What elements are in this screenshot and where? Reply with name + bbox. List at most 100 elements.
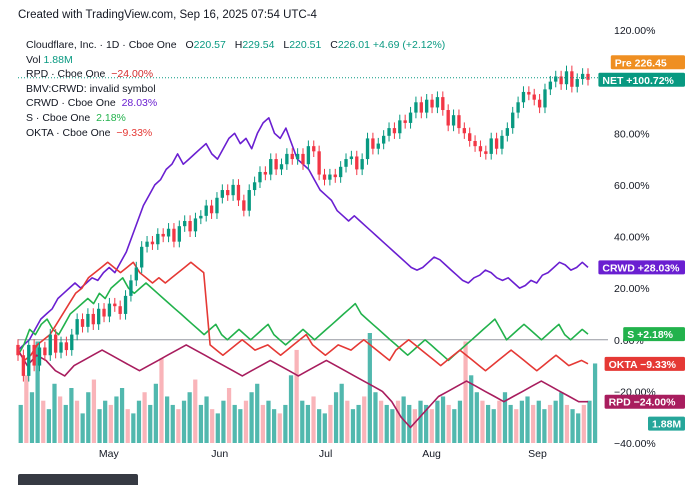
volume-bar bbox=[69, 388, 74, 443]
candle-body bbox=[80, 319, 85, 327]
volume-bar bbox=[204, 396, 209, 443]
volume-bar bbox=[322, 413, 327, 443]
candle-body bbox=[231, 184, 235, 196]
volume-bar bbox=[463, 341, 468, 443]
volume-bar bbox=[440, 396, 446, 443]
volume-bar bbox=[395, 400, 401, 443]
candle-body bbox=[489, 138, 493, 154]
chart-canvas[interactable]: 120.00%100.00%80.00%60.00%40.00%20.00%0.… bbox=[0, 0, 700, 470]
volume-bar bbox=[429, 409, 434, 443]
candle-body bbox=[220, 190, 225, 198]
candle-body bbox=[258, 171, 262, 183]
price-tag bbox=[604, 356, 685, 371]
candle-body bbox=[102, 308, 106, 317]
volume-bar bbox=[63, 404, 68, 443]
candle-body bbox=[381, 135, 386, 144]
price-tag bbox=[604, 394, 685, 409]
volume-bar bbox=[339, 383, 344, 443]
volume-bar bbox=[260, 404, 265, 443]
volume-bar bbox=[271, 409, 277, 443]
close-label: C bbox=[330, 39, 338, 51]
volume-bar bbox=[46, 409, 51, 443]
legend-label: RPD · Cboe One bbox=[26, 68, 106, 81]
candle-body bbox=[494, 138, 499, 149]
volume-bar bbox=[221, 400, 226, 443]
candle-body bbox=[473, 140, 477, 147]
legend-value: 28.03% bbox=[121, 97, 158, 110]
candle-body bbox=[236, 184, 241, 201]
candle-body bbox=[134, 267, 138, 281]
legend-row-s[interactable]: S · Cboe One 2.18% bbox=[26, 111, 445, 126]
price-tag-label: 1.88M bbox=[652, 419, 681, 431]
legend-row-invalid[interactable]: BMV:CRWD: invalid symbol bbox=[26, 82, 445, 97]
candle-body bbox=[484, 151, 488, 154]
volume-bar bbox=[35, 341, 40, 443]
price-tag-label: S +2.18% bbox=[627, 329, 673, 341]
candle-body bbox=[457, 115, 461, 129]
volume-bar bbox=[542, 409, 547, 443]
legend-row-okta[interactable]: OKTA · Cboe One −9.33% bbox=[26, 126, 445, 141]
volume-bar bbox=[412, 409, 418, 443]
candle-body bbox=[64, 342, 69, 351]
candle-body bbox=[516, 102, 520, 113]
volume-bar bbox=[294, 349, 299, 443]
price-tag-label: CRWD +28.03% bbox=[602, 262, 680, 274]
volume-bar bbox=[525, 396, 530, 443]
change-value: +4.69 (+2.12%) bbox=[372, 39, 446, 51]
low-label: L bbox=[283, 39, 290, 51]
volume-bar bbox=[255, 383, 260, 443]
legend-row-crwd[interactable]: CRWD · Cboe One 28.03% bbox=[26, 96, 445, 111]
x-tick-label: Jun bbox=[211, 448, 228, 460]
candle-body bbox=[199, 215, 203, 219]
candle-body bbox=[166, 228, 171, 237]
candle-body bbox=[86, 313, 90, 327]
candle-body bbox=[107, 303, 112, 317]
candle-body bbox=[365, 138, 370, 160]
volume-bar bbox=[345, 400, 350, 443]
legend-value: 2.18% bbox=[96, 111, 126, 124]
volume-bar bbox=[570, 409, 575, 443]
candle-body bbox=[430, 99, 434, 108]
candle-body bbox=[161, 233, 165, 237]
volume-bar bbox=[592, 363, 598, 443]
candle-body bbox=[527, 91, 531, 95]
tradingview-logo bbox=[18, 474, 148, 485]
volume-bar bbox=[480, 400, 485, 443]
y-tick-label: −40.00% bbox=[614, 438, 656, 450]
volume-bar bbox=[317, 409, 322, 443]
legend-value: −9.33% bbox=[116, 126, 153, 139]
volume-bar bbox=[74, 400, 80, 443]
legend-main-row[interactable]: Cloudflare, Inc. · 1D · Cboe One O220.57… bbox=[26, 38, 445, 53]
candle-body bbox=[505, 128, 510, 136]
volume-bar bbox=[300, 400, 305, 443]
volume-bar bbox=[283, 404, 288, 443]
legend-row-rpd[interactable]: RPD · Cboe One −24.00% bbox=[26, 67, 445, 82]
volume-bar bbox=[181, 400, 187, 443]
volume-bar bbox=[153, 383, 158, 443]
y-tick-label: 60.00% bbox=[614, 180, 650, 192]
legend-value: −24.00% bbox=[111, 68, 154, 81]
candle-body bbox=[91, 313, 95, 325]
volume-bar bbox=[91, 379, 97, 443]
volume-bar bbox=[266, 400, 271, 443]
volume-bar bbox=[435, 400, 440, 443]
volume-bar bbox=[41, 400, 46, 443]
candle-body bbox=[156, 233, 160, 245]
volume-bar bbox=[193, 379, 198, 443]
candle-body bbox=[376, 143, 380, 149]
candle-body bbox=[295, 153, 300, 160]
close-value: 226.01 bbox=[337, 39, 370, 51]
price-tag bbox=[598, 260, 685, 275]
candle-body bbox=[32, 344, 36, 366]
volume-bar bbox=[136, 400, 142, 443]
volume-bar bbox=[226, 388, 232, 443]
volume-bar bbox=[485, 404, 491, 443]
volume-bar bbox=[24, 375, 29, 443]
candle-body bbox=[500, 135, 504, 149]
volume-bar bbox=[384, 404, 389, 443]
candle-body bbox=[123, 295, 128, 314]
volume-bar bbox=[536, 400, 541, 443]
legend-volume-row[interactable]: Vol 1.88M bbox=[26, 53, 445, 68]
x-tick-label: May bbox=[99, 448, 120, 460]
candle-body bbox=[226, 190, 230, 196]
